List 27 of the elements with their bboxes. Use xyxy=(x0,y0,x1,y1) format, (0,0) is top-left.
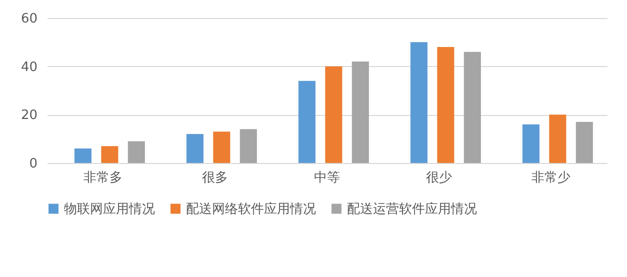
bar xyxy=(240,129,257,163)
bar xyxy=(522,124,540,163)
legend-label: 配送网络软件应用情况 xyxy=(186,200,316,217)
bar xyxy=(213,132,230,163)
bar xyxy=(410,42,428,163)
bar xyxy=(352,62,369,163)
bar xyxy=(74,148,92,163)
y-tick-label: 0 xyxy=(29,156,38,172)
bar xyxy=(101,146,118,163)
bar xyxy=(549,114,566,163)
bar xyxy=(298,80,316,163)
bar xyxy=(325,66,342,163)
legend-label: 配送运营软件应用情况 xyxy=(347,200,477,217)
x-tick-label: 非常多 xyxy=(84,170,122,186)
bar xyxy=(128,141,145,163)
legend-label: 物联网应用情况 xyxy=(64,200,155,217)
y-tick-label: 60 xyxy=(20,12,38,26)
bar xyxy=(186,134,204,163)
bar xyxy=(437,47,454,163)
x-tick-label: 中等 xyxy=(314,170,340,186)
x-tick-label: 很多 xyxy=(202,170,228,186)
x-tick-label: 非常少 xyxy=(532,170,570,186)
bar xyxy=(576,122,593,163)
bar xyxy=(464,52,481,163)
y-tick-label: 40 xyxy=(20,60,38,75)
x-tick-label: 很少 xyxy=(426,170,452,186)
y-tick-label: 20 xyxy=(20,108,38,124)
